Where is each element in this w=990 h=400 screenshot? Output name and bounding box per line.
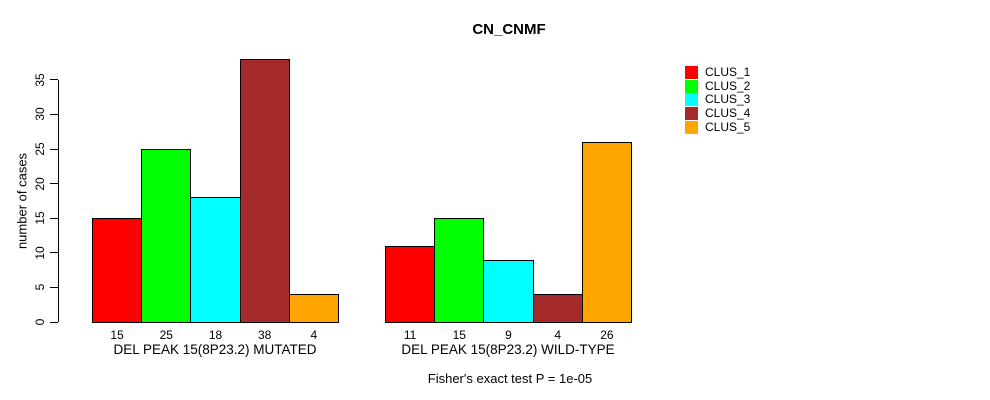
legend: CLUS_1 CLUS_2 CLUS_3 CLUS_4 CLUS_5: [685, 66, 750, 134]
bar-clus_2-group2: [434, 218, 485, 323]
legend-swatch-clus_2: [685, 79, 698, 93]
bar-value-label: 26: [600, 328, 614, 342]
bar-value-label: 15: [452, 328, 466, 342]
y-tick-mark: [50, 113, 58, 115]
bar-value-label: 4: [554, 328, 562, 342]
bar-value-label: 9: [505, 328, 512, 342]
bar-value-label: 4: [310, 328, 318, 342]
legend-item: CLUS_5: [685, 119, 751, 134]
y-tick-label: 25: [33, 142, 47, 156]
legend-item: CLUS_4: [685, 106, 751, 121]
bar-clus_2-group1: [141, 149, 192, 323]
legend-swatch-clus_1: [685, 66, 698, 79]
legend-label: CLUS_2: [705, 78, 751, 93]
bar-clus_3-group2: [483, 259, 534, 323]
legend-label: CLUS_4: [705, 106, 751, 121]
bar-value-label: 11: [403, 328, 417, 342]
y-tick-label: 5: [33, 284, 47, 291]
y-tick-mark: [50, 217, 58, 219]
y-tick-mark: [50, 321, 58, 323]
bar-value-label: 38: [258, 328, 272, 342]
legend-swatch-clus_3: [685, 93, 698, 107]
bar-clus_1-group2: [385, 245, 436, 323]
legend-label: CLUS_5: [705, 119, 751, 134]
bar-clus_5-group2: [581, 142, 632, 323]
y-tick-label: 20: [33, 176, 47, 191]
y-tick-label: 0: [33, 318, 47, 326]
bar-value-label: 15: [110, 328, 124, 342]
legend-swatch-clus_4: [685, 107, 698, 121]
fisher-test-annotation: Fisher's exact test P = 1e-05: [427, 371, 593, 386]
y-tick-mark: [50, 183, 58, 185]
y-tick-label: 15: [33, 211, 47, 225]
chart-title: CN_CNMF: [472, 21, 546, 38]
y-axis-label: number of cases: [14, 152, 30, 250]
y-tick-mark: [50, 252, 58, 254]
bar-clus_4-group1: [239, 59, 290, 323]
group-label: DEL PEAK 15(8P23.2) WILD-TYPE: [401, 342, 615, 357]
y-axis-line: [58, 80, 59, 322]
legend-label: CLUS_3: [705, 92, 751, 107]
y-tick-mark: [50, 79, 58, 81]
bar-value-label: 18: [208, 328, 223, 342]
y-tick-mark: [50, 286, 58, 288]
y-tick-label: 30: [33, 107, 47, 122]
y-tick-label: 10: [33, 246, 47, 260]
legend-label: CLUS_1: [705, 65, 751, 79]
bar-value-label: 25: [159, 328, 173, 342]
legend-item: CLUS_2: [685, 78, 751, 93]
bar-clus_4-group2: [532, 294, 583, 323]
y-tick-mark: [50, 148, 58, 150]
bar-clus_3-group1: [190, 197, 241, 323]
bar-clus_1-group1: [92, 218, 143, 323]
y-tick-label: 35: [33, 73, 47, 87]
legend-swatch-clus_5: [685, 120, 698, 134]
legend-item: CLUS_3: [685, 92, 751, 107]
legend-item: CLUS_1: [685, 66, 750, 79]
bar-clus_5-group1: [288, 294, 339, 323]
group-label: DEL PEAK 15(8P23.2) MUTATED: [113, 342, 317, 357]
